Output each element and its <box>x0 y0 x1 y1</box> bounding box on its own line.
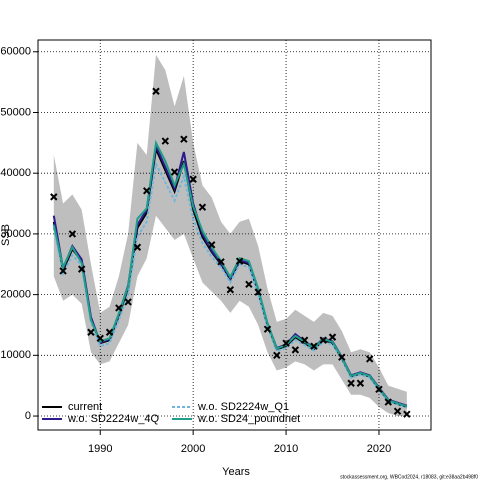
observation-marker <box>180 135 188 143</box>
observation-marker <box>68 230 77 238</box>
x-axis-label: Years <box>222 466 250 478</box>
y-axis-label: SSB <box>0 224 12 246</box>
observation-marker <box>235 257 244 265</box>
legend-label: w.o. SD2224w_Q1 <box>197 401 289 413</box>
observation-marker <box>263 325 272 333</box>
observation-marker <box>254 288 262 296</box>
observation-marker <box>245 280 253 289</box>
x-tick-label: 1990 <box>88 443 112 455</box>
y-tick-label: 0 <box>25 410 31 422</box>
footnote: stockassessment.org, WBCod2024, r18083, … <box>340 474 478 480</box>
observation-marker <box>282 339 290 347</box>
y-tick-label: 60000 <box>0 46 31 58</box>
legend-label: w.o. SD24_poundnet <box>197 413 300 425</box>
observation-marker <box>133 243 142 251</box>
observation-marker <box>375 385 383 394</box>
y-tick-label: 20000 <box>0 289 31 301</box>
observation-marker <box>384 398 392 406</box>
y-tick-label: 10000 <box>0 349 31 361</box>
observation-marker <box>338 353 346 361</box>
legend-label: current <box>68 401 102 413</box>
observation-marker <box>328 333 337 341</box>
observation-marker <box>198 203 207 211</box>
observation-marker <box>161 137 169 145</box>
observation-marker <box>300 336 309 344</box>
observation-marker <box>142 187 151 195</box>
observation-marker <box>105 328 114 336</box>
observation-marker <box>50 193 58 201</box>
y-tick-label: 50000 <box>0 106 31 118</box>
x-tick-label: 2000 <box>181 443 205 455</box>
observation-marker <box>124 298 132 306</box>
observation-marker <box>170 168 179 176</box>
observation-marker <box>403 410 411 418</box>
observation-marker <box>226 286 235 294</box>
observation-marker <box>87 328 95 336</box>
y-tick-label: 40000 <box>0 167 31 179</box>
observation-marker <box>59 267 67 275</box>
observation-marker <box>365 355 374 363</box>
observation-marker <box>208 241 216 249</box>
observation-marker <box>77 265 86 273</box>
observation-marker <box>115 304 123 312</box>
x-tick-label: 2020 <box>367 443 391 455</box>
confidence-band <box>53 54 407 417</box>
observation-marker <box>347 379 355 387</box>
observation-marker <box>96 334 104 343</box>
observation-marker <box>291 346 300 354</box>
y-tick-label: 30000 <box>0 228 31 240</box>
x-tick-label: 2010 <box>274 443 298 455</box>
observation-marker <box>356 379 365 387</box>
observation-marker <box>319 336 327 344</box>
observation-marker <box>217 258 225 266</box>
observation-marker <box>189 175 197 183</box>
plot-frame <box>37 39 432 431</box>
observation-marker <box>152 87 160 95</box>
observation-marker <box>273 351 281 360</box>
observation-marker <box>310 342 318 350</box>
observation-marker <box>393 407 402 415</box>
legend-label: w.o. SD2224w_4Q <box>67 413 160 425</box>
